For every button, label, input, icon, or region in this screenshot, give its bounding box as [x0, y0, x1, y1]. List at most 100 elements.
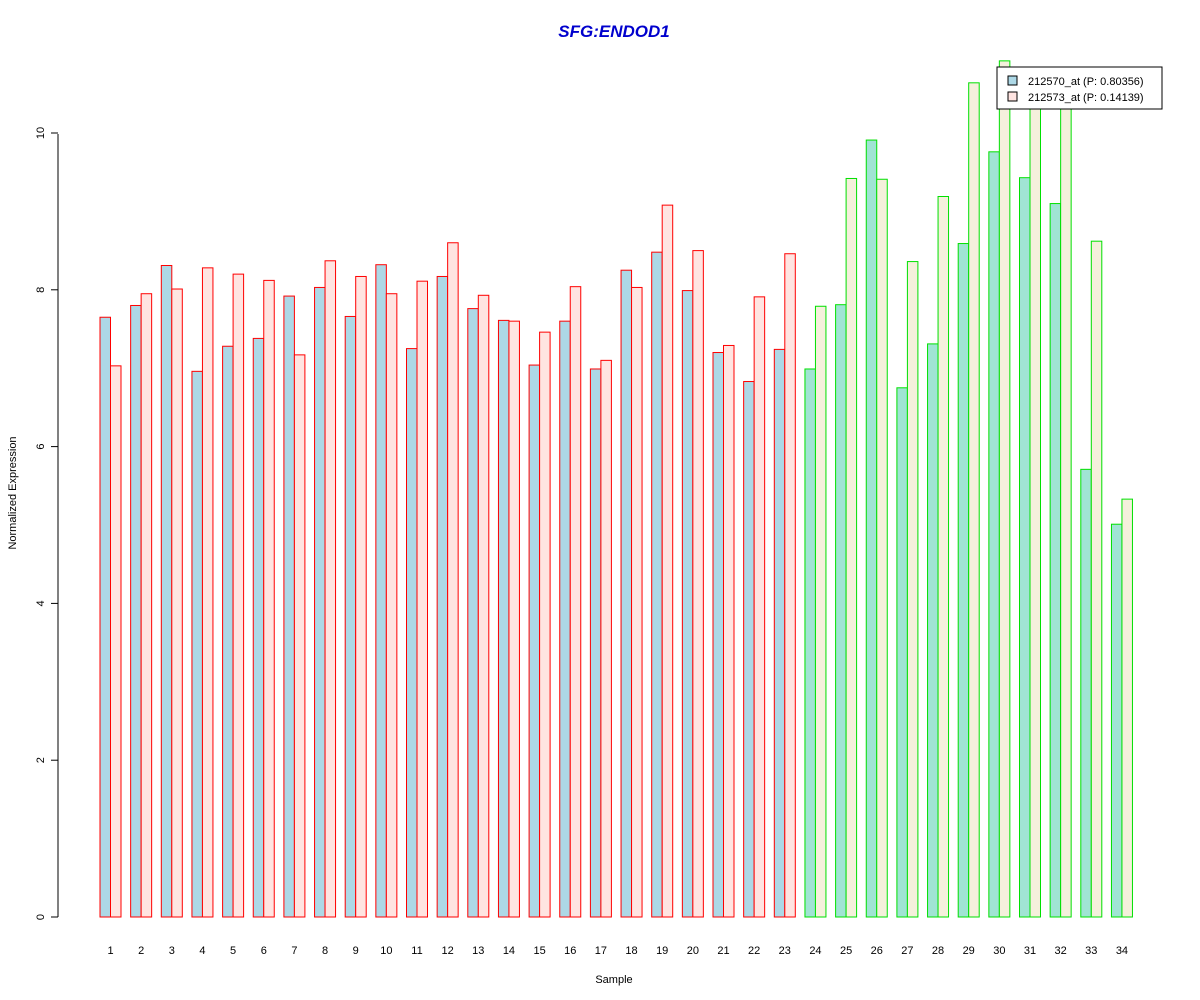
bar-series1-sample-7 [283, 295, 295, 918]
bar-series2-sample-15 [539, 331, 551, 918]
bar-series1-sample-8 [314, 286, 326, 918]
legend-swatch [1007, 75, 1018, 86]
x-tick-label: 26 [871, 945, 883, 957]
bar-series2-sample-24 [814, 305, 827, 918]
bar-series1-sample-2 [130, 304, 142, 918]
bar-series2-sample-33 [1090, 240, 1103, 918]
bar-series1-sample-31 [1019, 177, 1031, 918]
y-tick-label: 10 [35, 127, 47, 139]
bar-series2-sample-11 [416, 280, 428, 918]
x-tick-label: 1 [107, 945, 113, 957]
bar-series1-sample-5 [222, 345, 234, 918]
y-tick-label: 4 [35, 600, 47, 606]
x-tick-label: 21 [717, 945, 729, 957]
bar-series2-sample-2 [140, 293, 153, 918]
x-tick-label: 17 [595, 945, 607, 957]
bar-series1-sample-1 [99, 316, 111, 918]
y-axis: 0 2 4 6 8 10 [35, 127, 58, 920]
x-tick-label: 27 [901, 945, 913, 957]
x-tick-label: 4 [199, 945, 205, 957]
legend: 212570_at (P: 0.80356) 212573_at (P: 0.14… [996, 66, 1163, 110]
bar-series2-sample-25 [845, 177, 858, 918]
legend-box [996, 66, 1163, 110]
x-tick-label: 18 [625, 945, 637, 957]
x-tick-label: 15 [533, 945, 545, 957]
bar-series1-sample-10 [375, 264, 387, 918]
y-axis-label: Normalized Expression [7, 436, 19, 549]
x-tick-label: 22 [748, 945, 760, 957]
bar-series1-sample-3 [160, 264, 173, 918]
bar-series2-sample-16 [569, 286, 582, 918]
bar-series1-sample-27 [896, 387, 908, 918]
x-tick-label: 13 [472, 945, 484, 957]
bar-series2-sample-6 [263, 279, 275, 918]
bars [99, 60, 1133, 918]
bar-series2-sample-19 [661, 204, 674, 918]
x-tick-label: 12 [442, 945, 454, 957]
x-tick-label: 3 [169, 945, 175, 957]
bar-series1-sample-19 [651, 251, 663, 918]
bar-series2-sample-4 [201, 267, 214, 918]
bar-series2-sample-34 [1121, 498, 1133, 918]
x-tick-label: 20 [687, 945, 699, 957]
bar-series2-sample-3 [171, 288, 183, 918]
x-tick-label: 25 [840, 945, 852, 957]
y-tick-label: 2 [35, 757, 47, 763]
x-tick-labels: 1 2 3 4 5 6 7 8 9 10 11 12 13 14 15 16 17 18 19 20 21 22 23 24 2… [107, 945, 1128, 957]
legend-swatch [1007, 91, 1018, 102]
bar-series2-sample-9 [355, 275, 367, 918]
bar-series1-sample-25 [835, 304, 847, 918]
x-tick-label: 30 [993, 945, 1005, 957]
x-tick-label: 16 [564, 945, 576, 957]
x-tick-label: 32 [1055, 945, 1067, 957]
bar-series2-sample-20 [692, 250, 704, 918]
bar-series1-sample-32 [1049, 203, 1062, 918]
bar-series1-sample-18 [620, 269, 633, 918]
bar-series1-sample-9 [344, 315, 357, 918]
x-tick-label: 2 [138, 945, 144, 957]
bar-series1-sample-17 [589, 368, 602, 918]
y-tick-label: 6 [35, 444, 47, 450]
bar-series2-sample-27 [906, 261, 919, 918]
x-tick-label: 29 [963, 945, 975, 957]
x-tick-label: 6 [261, 945, 267, 957]
x-tick-label: 31 [1024, 945, 1036, 957]
bar-series1-sample-33 [1080, 468, 1092, 918]
bar-series2-sample-18 [631, 286, 643, 918]
bar-series1-sample-28 [927, 343, 939, 918]
bar-series2-sample-26 [876, 178, 888, 918]
x-tick-label: 23 [779, 945, 791, 957]
chart-title: SFG:ENDOD1 [558, 22, 669, 41]
x-tick-label: 10 [380, 945, 392, 957]
bar-series2-sample-28 [937, 196, 950, 918]
x-tick-label: 28 [932, 945, 944, 957]
bar-series2-sample-32 [1060, 94, 1072, 918]
bar-series2-sample-31 [1029, 85, 1041, 918]
bar-series2-sample-21 [723, 344, 735, 918]
bar-series1-sample-13 [467, 308, 479, 918]
x-tick-label: 5 [230, 945, 236, 957]
bar-series1-sample-30 [988, 151, 1000, 918]
bar-series2-sample-7 [293, 354, 306, 918]
x-tick-label: 33 [1085, 945, 1097, 957]
x-tick-label: 11 [411, 945, 422, 957]
bar-series2-sample-8 [324, 260, 337, 918]
bar-series1-sample-4 [191, 370, 203, 918]
bar-series1-sample-34 [1110, 523, 1123, 918]
bar-series1-sample-16 [559, 320, 571, 918]
bar-series1-sample-14 [497, 319, 510, 918]
x-tick-label: 8 [322, 945, 328, 957]
legend-label: 212573_at (P: 0.14139) [1028, 92, 1144, 104]
bar-series2-sample-10 [385, 293, 398, 918]
bar-series1-sample-11 [406, 348, 418, 918]
bar-series1-sample-12 [436, 275, 449, 918]
bar-series1-sample-21 [712, 352, 724, 918]
bar-series1-sample-20 [681, 290, 694, 918]
bar-series2-sample-12 [447, 242, 459, 918]
bar-series1-sample-29 [957, 243, 970, 918]
y-tick-label: 0 [35, 914, 47, 920]
bar-series2-sample-14 [508, 320, 520, 918]
bar-series1-sample-22 [743, 381, 755, 918]
bar-series2-sample-23 [784, 253, 796, 918]
